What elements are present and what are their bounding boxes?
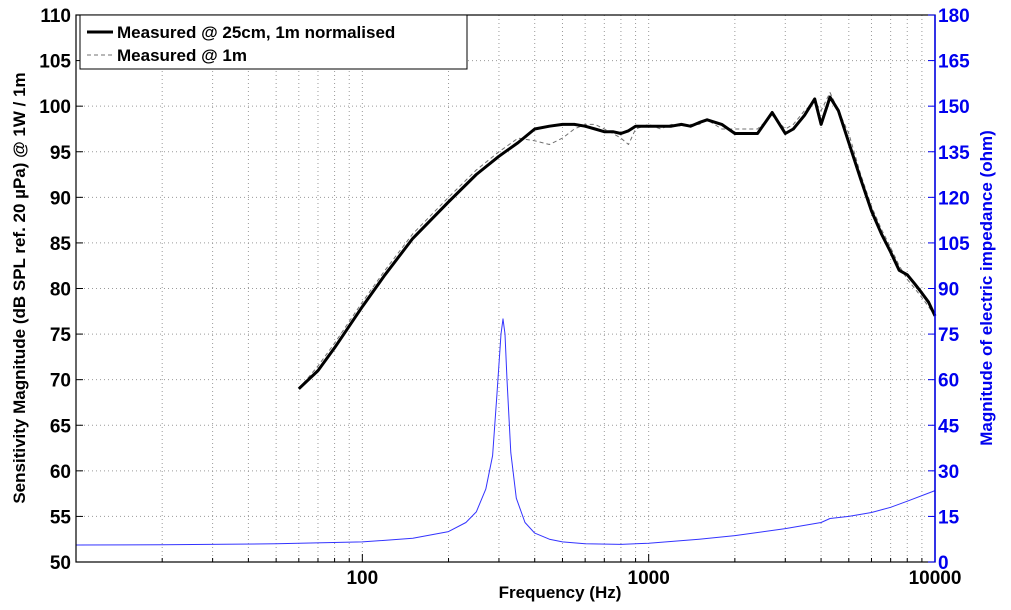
y-left-tick-label: 100 bbox=[39, 97, 71, 118]
x-tick-label: 100 bbox=[346, 568, 378, 589]
y-right-tick-label: 45 bbox=[938, 416, 960, 437]
y-left-tick-label: 50 bbox=[50, 553, 71, 574]
y-left-tick-label: 60 bbox=[50, 462, 71, 483]
y-left-tick-label: 75 bbox=[50, 325, 72, 346]
series-layer bbox=[75, 92, 937, 546]
y-right-tick-label: 90 bbox=[938, 280, 959, 301]
y-left-tick-label: 55 bbox=[50, 507, 72, 528]
y-left-tick-label: 110 bbox=[40, 6, 71, 27]
y-left-tick-label: 65 bbox=[50, 416, 72, 437]
axes bbox=[75, 14, 936, 563]
legend-label-measured-1m: Measured @ 1m bbox=[117, 46, 247, 65]
y-left-tick-label: 80 bbox=[50, 280, 71, 301]
x-tick-label: 10000 bbox=[909, 568, 962, 589]
tick-labels: 50 55 60 65 70 75 80 85 90 95 100 105 110 0 15 30 45 60 75… bbox=[39, 6, 970, 589]
y-right-tick-label: 60 bbox=[938, 371, 959, 392]
y-right-tick-label: 180 bbox=[938, 6, 970, 27]
y-left-tick-label: 105 bbox=[39, 52, 71, 73]
y-right-tick-label: 150 bbox=[938, 97, 970, 118]
series-line-0 bbox=[297, 95, 937, 390]
y-left-tick-label: 85 bbox=[50, 234, 72, 255]
legend-box bbox=[79, 14, 468, 70]
y-right-tick-label: 75 bbox=[938, 325, 960, 346]
series-line-2 bbox=[75, 318, 936, 546]
y-axis-left-label: Sensitivity Magnitude (dB SPL ref. 20 µP… bbox=[10, 72, 29, 503]
y-right-tick-label: 0 bbox=[938, 553, 949, 574]
legend-label-measured-25cm: Measured @ 25cm, 1m normalised bbox=[117, 23, 395, 42]
y-left-tick-label: 90 bbox=[50, 188, 71, 209]
y-right-tick-label: 135 bbox=[938, 143, 970, 164]
x-tick-label: 1000 bbox=[628, 568, 670, 589]
x-axis-label: Frequency (Hz) bbox=[499, 583, 622, 602]
series-line-1 bbox=[298, 92, 936, 390]
legend: Measured @ 25cm, 1m normalised Measured … bbox=[79, 14, 468, 70]
y-right-tick-label: 105 bbox=[938, 234, 970, 255]
y-right-tick-label: 15 bbox=[938, 507, 960, 528]
y-right-tick-label: 30 bbox=[938, 462, 959, 483]
y-left-tick-label: 70 bbox=[50, 371, 71, 392]
y-left-tick-label: 95 bbox=[50, 143, 72, 164]
grid-lines bbox=[76, 15, 935, 562]
y-right-tick-label: 120 bbox=[938, 188, 970, 209]
y-right-tick-label: 165 bbox=[938, 52, 970, 73]
y-axis-right-label: Magnitude of electric impedance (ohm) bbox=[977, 130, 996, 446]
